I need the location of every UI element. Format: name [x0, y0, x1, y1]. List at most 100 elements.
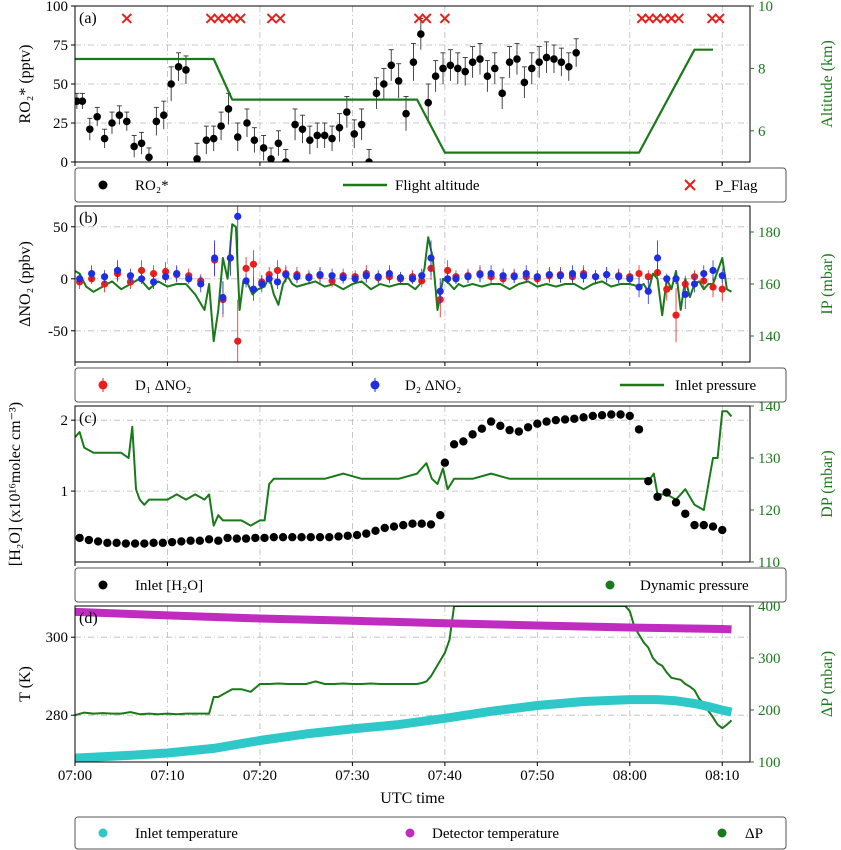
ro2-point	[193, 155, 201, 162]
ro2-point	[580, 0, 588, 4]
ro2-point	[498, 89, 506, 98]
inlet-h2o-point	[75, 533, 84, 543]
d2-point	[427, 254, 435, 262]
ro2-point	[461, 67, 470, 76]
d1-point	[709, 283, 717, 291]
d2-point	[226, 254, 234, 262]
y-tick-label: 280	[46, 708, 69, 724]
inlet-h2o-point	[84, 535, 94, 545]
inlet-h2o-point	[542, 417, 551, 426]
y2-tick-label: 120	[758, 503, 781, 519]
inlet-h2o-point	[597, 411, 607, 420]
d1-point	[242, 264, 250, 272]
d2-point	[418, 272, 426, 280]
legend-entry: ΔP	[717, 826, 763, 842]
flight-altitude-line	[75, 48, 713, 154]
ro2-point	[542, 53, 551, 62]
legend-0: RO₂* Flight altitude P_Flag	[74, 167, 787, 203]
inlet-h2o-point	[681, 509, 690, 518]
ro2-point	[137, 139, 146, 148]
ro2-point	[513, 55, 521, 63]
inlet-h2o-point	[607, 410, 616, 419]
inlet-h2o-point	[477, 424, 487, 433]
d2-point	[545, 271, 553, 279]
inlet-h2o-point	[260, 533, 269, 543]
p-flag-marker	[275, 13, 286, 24]
inlet-h2o-point	[362, 529, 371, 538]
ro2-point	[357, 120, 366, 129]
inlet-h2o-point	[112, 538, 121, 548]
ro2-point	[122, 117, 131, 126]
d2-point	[568, 270, 577, 278]
ro2-point	[291, 120, 299, 129]
d2-point	[444, 275, 452, 283]
d2-point	[339, 274, 347, 282]
inlet-h2o-point	[486, 417, 496, 426]
d2-point	[579, 272, 588, 280]
inlet-h2o-point	[426, 520, 436, 529]
ro2-point	[587, 0, 595, 4]
legend-label: Detector temperature	[432, 826, 559, 842]
d2-point	[282, 271, 290, 279]
d2-point	[690, 280, 699, 288]
x-tick-label: 07:00	[58, 768, 92, 784]
d1-point	[149, 270, 158, 278]
legend-entry: Flight altitude	[343, 178, 480, 194]
d2-point	[663, 275, 671, 283]
inlet-h2o-point	[140, 539, 149, 548]
d2-point	[396, 274, 405, 282]
p-flag-marker	[266, 13, 278, 24]
legend-label: D₁ ΔNO₂	[135, 378, 191, 394]
ro2-point	[243, 119, 251, 127]
d2-point	[635, 283, 643, 291]
d2-point	[436, 287, 444, 295]
inlet-h2o-point	[436, 511, 445, 520]
inlet-h2o-point	[389, 522, 399, 531]
ro2-point	[250, 136, 259, 144]
legend-marker	[405, 828, 415, 838]
ro2-point	[100, 134, 109, 143]
legend-label: Flight altitude	[395, 178, 480, 194]
y-tick-label: 300	[46, 630, 69, 646]
d2-point	[126, 272, 135, 280]
inlet-h2o-point	[523, 423, 533, 432]
legend-frame	[74, 816, 787, 850]
d2-point	[265, 275, 273, 283]
d2-point	[718, 272, 726, 280]
plot-frame	[74, 605, 751, 763]
x-tick-label: 07:10	[150, 768, 184, 784]
d2-point	[499, 272, 507, 280]
legend-entry: P_Flag	[684, 178, 758, 194]
panel-tag: (d)	[79, 610, 98, 627]
inlet-h2o-point	[177, 537, 186, 546]
dynamic-pressure-line	[75, 410, 733, 527]
y-tick-label: 2	[61, 413, 69, 429]
d2-point	[234, 212, 242, 220]
d1-point	[444, 266, 452, 275]
x-tick-label: 08:10	[705, 768, 739, 784]
y-tick-label: 0	[61, 155, 69, 171]
ro2-point	[617, 0, 625, 4]
panel-tag: (b)	[79, 210, 98, 227]
d2-point	[173, 270, 181, 278]
y-axis-label: T (K)	[17, 666, 34, 702]
ro2-point	[624, 0, 632, 4]
x-tick-label: 07:40	[428, 768, 462, 784]
inlet-h2o-point	[158, 538, 168, 548]
inlet-h2o-point	[468, 430, 477, 439]
inlet-h2o-point	[449, 440, 459, 449]
legend-entry: Dynamic pressure	[605, 578, 749, 594]
inlet-h2o-point	[352, 530, 362, 540]
d2-point	[644, 287, 652, 295]
d1-point	[249, 260, 258, 268]
legend-entry: D₁ ΔNO₂	[98, 378, 191, 394]
inlet-h2o-point	[204, 535, 214, 544]
ro2-point	[282, 158, 290, 162]
d2-point	[305, 274, 313, 282]
ro2-point	[335, 123, 344, 132]
y2-tick-label: 200	[758, 703, 781, 719]
ro2-point	[639, 0, 647, 4]
inlet-h2o-point	[671, 498, 681, 507]
ro2-point	[564, 63, 573, 71]
inlet-h2o-point	[149, 538, 158, 548]
